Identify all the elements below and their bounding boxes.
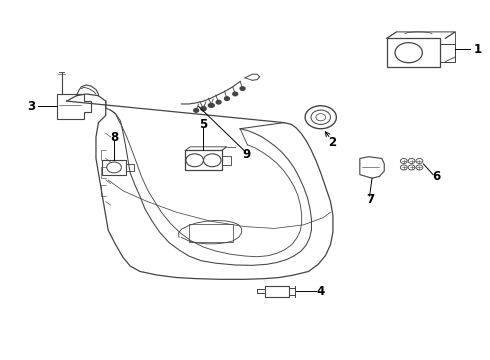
Text: 4: 4 xyxy=(317,285,325,298)
Bar xyxy=(189,225,233,242)
Bar xyxy=(387,39,441,67)
Circle shape xyxy=(240,87,245,90)
Circle shape xyxy=(201,107,206,110)
Bar xyxy=(222,156,231,165)
Text: 1: 1 xyxy=(474,42,482,55)
Text: 3: 3 xyxy=(27,100,36,113)
Text: 6: 6 xyxy=(432,170,441,183)
Bar xyxy=(102,160,126,175)
Bar xyxy=(126,164,134,171)
Circle shape xyxy=(224,97,229,100)
Text: 9: 9 xyxy=(243,148,250,161)
Circle shape xyxy=(194,109,198,112)
Circle shape xyxy=(208,104,213,107)
Text: 2: 2 xyxy=(328,136,336,149)
Text: 7: 7 xyxy=(367,193,375,206)
Bar xyxy=(185,150,222,170)
Bar xyxy=(441,44,455,62)
Circle shape xyxy=(233,92,238,96)
Circle shape xyxy=(201,107,206,111)
Bar xyxy=(265,286,289,297)
Circle shape xyxy=(216,100,221,104)
Text: 5: 5 xyxy=(199,118,208,131)
Text: 8: 8 xyxy=(110,131,118,144)
Circle shape xyxy=(209,104,214,107)
